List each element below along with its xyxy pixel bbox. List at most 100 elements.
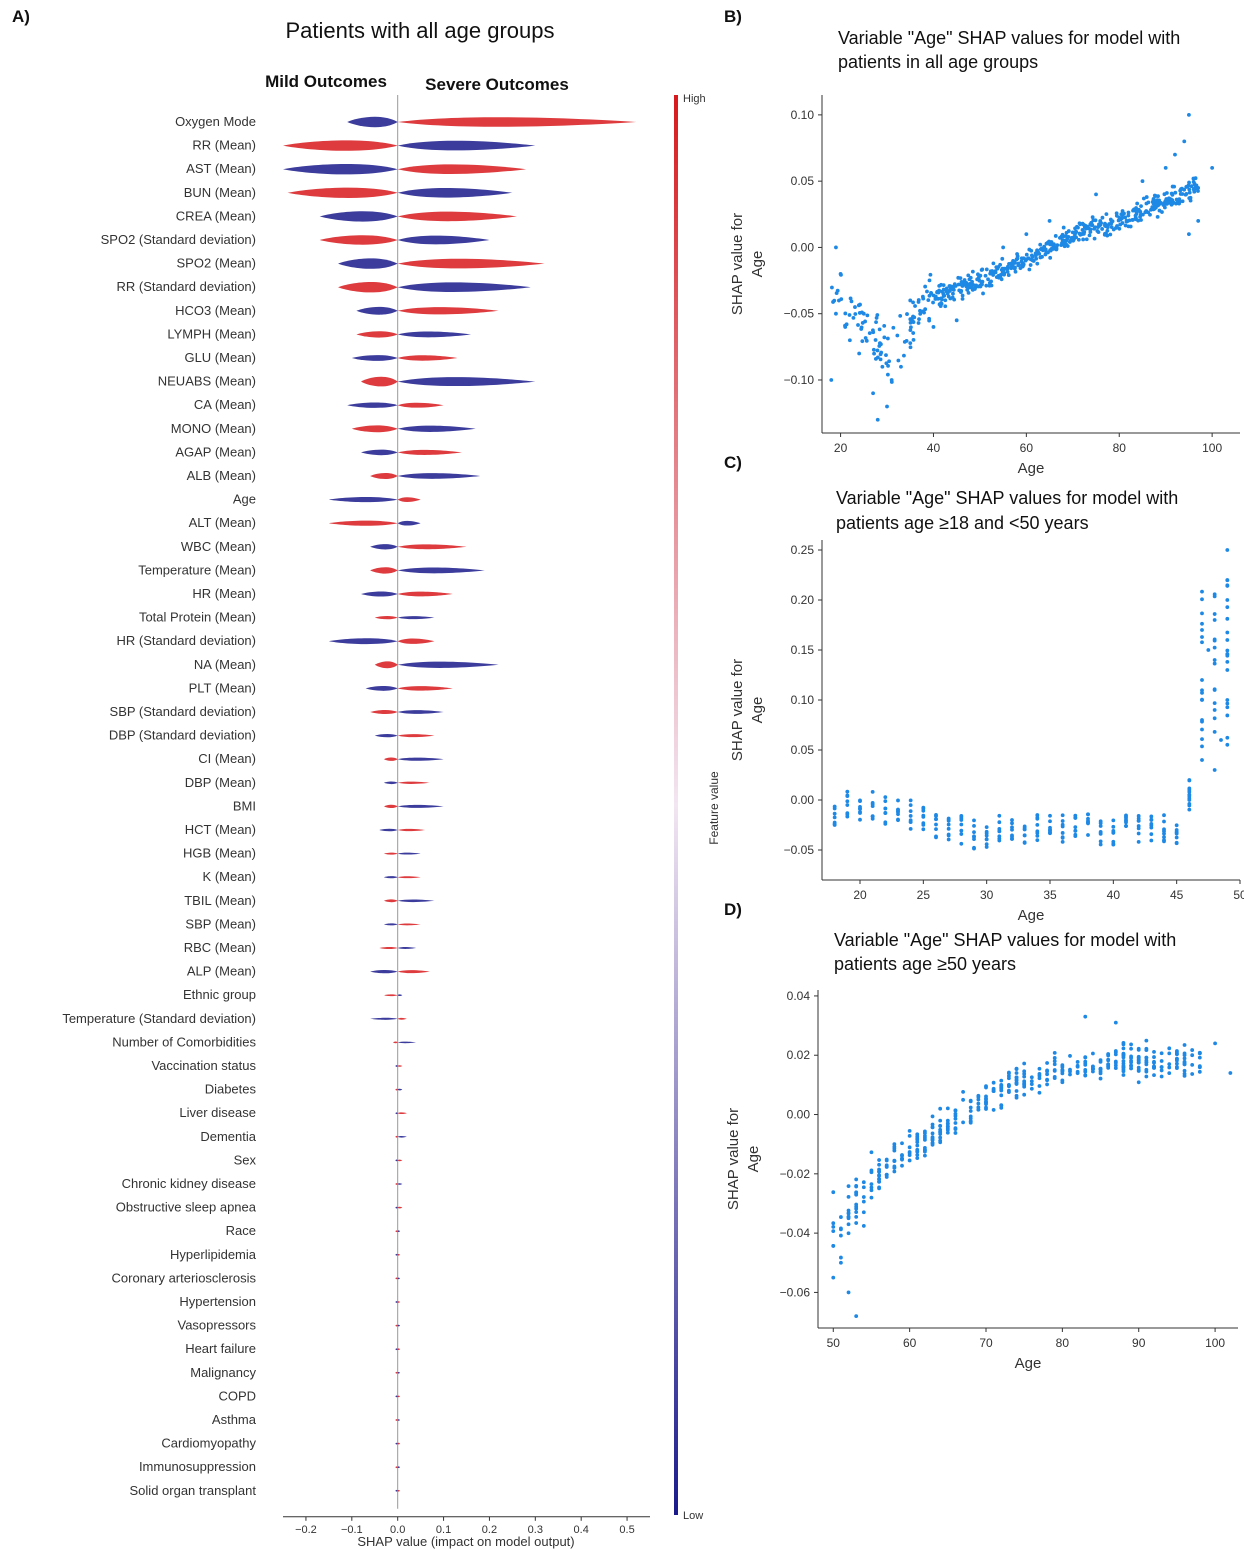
data-point [946, 837, 951, 842]
data-point [898, 314, 903, 318]
data-point [959, 822, 964, 827]
data-point [951, 291, 955, 296]
data-point [1014, 257, 1019, 262]
x-tick-label: 80 [1056, 1336, 1070, 1350]
data-point [941, 294, 946, 298]
data-point [1007, 1076, 1011, 1081]
data-point [1080, 228, 1085, 232]
data-point [1007, 1088, 1011, 1093]
data-point [1136, 826, 1141, 831]
data-point [1167, 1065, 1172, 1070]
data-point [991, 273, 996, 277]
violin-pos [397, 1301, 400, 1303]
data-point [1187, 112, 1191, 117]
data-point [1060, 1078, 1065, 1083]
data-point [965, 287, 970, 292]
data-point [1090, 215, 1095, 220]
data-point [937, 302, 942, 307]
data-point [1187, 803, 1192, 808]
violin-neg [347, 402, 398, 408]
data-point [1175, 1058, 1179, 1063]
data-point [1005, 269, 1010, 274]
violin-pos [397, 686, 453, 691]
data-point [972, 818, 976, 823]
data-point [870, 814, 875, 819]
data-point [1015, 254, 1020, 259]
data-point [1152, 1055, 1156, 1059]
data-point [931, 325, 936, 329]
data-point [1170, 184, 1175, 189]
data-point [846, 1211, 851, 1215]
data-point [854, 1314, 859, 1319]
data-point [1155, 214, 1160, 219]
violin-pos [397, 734, 435, 738]
data-point [1200, 678, 1204, 682]
data-point [1121, 1069, 1126, 1074]
data-point [1113, 1063, 1118, 1068]
feature-label: Age [233, 492, 256, 507]
data-point [1029, 253, 1034, 258]
data-point [1150, 199, 1155, 204]
data-point [923, 1138, 927, 1142]
data-point [895, 333, 900, 338]
data-point [915, 1143, 920, 1148]
violin-neg [383, 899, 398, 903]
data-point [1180, 199, 1185, 204]
panel-d-title-line1: Variable "Age" SHAP values for model wit… [834, 930, 1176, 950]
data-point [1086, 816, 1090, 821]
data-point [1048, 255, 1053, 260]
data-point [991, 1086, 996, 1091]
data-point [908, 803, 913, 808]
data-point [1106, 223, 1110, 228]
data-point [883, 811, 888, 815]
violin-neg [395, 1419, 398, 1421]
violin-pos [397, 994, 403, 996]
data-point [1052, 1068, 1057, 1072]
data-point [1080, 232, 1085, 236]
data-point [1060, 1063, 1065, 1068]
data-point [1136, 1060, 1141, 1065]
violin-neg [328, 638, 398, 645]
data-point [945, 1106, 950, 1111]
data-point [916, 300, 921, 304]
data-point [1060, 831, 1065, 835]
colorbar-low-label: Low [683, 1510, 703, 1522]
data-point [946, 816, 951, 821]
data-point [1093, 225, 1097, 230]
x-tick-label-a: 0.4 [574, 1524, 589, 1536]
data-point [918, 308, 922, 313]
data-point [1187, 798, 1192, 802]
data-point [997, 836, 1002, 841]
data-point [934, 827, 938, 832]
data-point [953, 1111, 958, 1116]
data-point [908, 826, 913, 831]
data-point [1073, 813, 1078, 818]
data-point [1082, 225, 1087, 229]
data-point [1170, 192, 1175, 197]
data-point [1159, 1065, 1164, 1069]
data-point [1098, 831, 1103, 835]
y-tick-label: 0.25 [791, 543, 815, 557]
data-point [1022, 1061, 1027, 1066]
data-point [896, 817, 900, 822]
data-point [907, 1158, 912, 1163]
data-point [1173, 152, 1177, 157]
data-point [1200, 621, 1204, 626]
data-point [1098, 219, 1103, 223]
feature-label: Hypertension [179, 1294, 256, 1309]
data-point [1170, 199, 1175, 203]
data-point [1035, 833, 1040, 838]
data-point [938, 1123, 943, 1128]
violin-neg [395, 1206, 398, 1209]
feature-label: Asthma [212, 1412, 257, 1427]
data-point [947, 284, 952, 288]
data-point [1038, 242, 1043, 247]
feature-label: HR (Mean) [192, 586, 256, 601]
data-point [1009, 261, 1014, 266]
feature-label: Liver disease [179, 1105, 256, 1120]
data-point [871, 347, 876, 352]
data-point [933, 294, 938, 299]
data-point [1182, 1059, 1187, 1064]
data-point [997, 813, 1002, 818]
data-point [994, 275, 999, 280]
